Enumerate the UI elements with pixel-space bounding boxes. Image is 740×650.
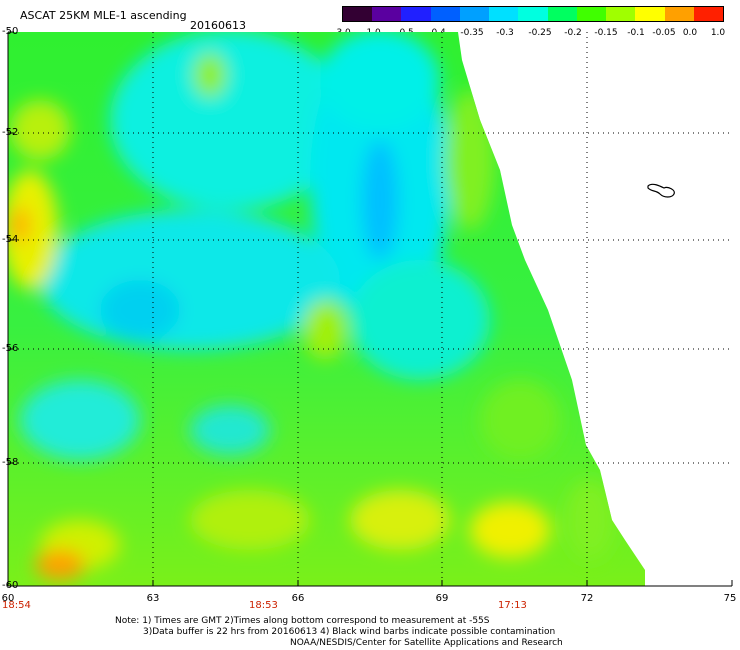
- lon-label: 66: [291, 593, 305, 604]
- lat-label: -52: [2, 127, 19, 138]
- colorbar-segment: [547, 7, 577, 21]
- product-title: ASCAT 25KM MLE-1 ascending: [20, 9, 187, 22]
- colorbar-label: -0.3: [496, 28, 514, 38]
- colorbar-label: 0.0: [682, 28, 698, 38]
- lon-label: 60: [1, 593, 15, 604]
- graticule: [8, 32, 732, 586]
- note-line-3: NOAA/NESDIS/Center for Satellite Applica…: [290, 638, 563, 648]
- colorbar-label: -0.2: [564, 28, 582, 38]
- time-label: 18:53: [249, 600, 278, 611]
- lon-label: 69: [435, 593, 449, 604]
- lon-label: 75: [723, 593, 737, 604]
- colorbar-label: -0.25: [528, 28, 552, 38]
- time-label: 17:13: [498, 600, 527, 611]
- island-outline: [647, 183, 675, 198]
- time-label: 18:54: [2, 600, 31, 611]
- colorbar-segment: [576, 7, 607, 21]
- note-line-1: Note: 1) Times are GMT 2)Times along bot…: [115, 616, 490, 626]
- colorbar-segment: [401, 7, 431, 21]
- colorbar-segment: [606, 7, 636, 21]
- colorbar-segment: [635, 7, 665, 21]
- colorbar-label: -0.05: [652, 28, 676, 38]
- colorbar-segment: [693, 7, 724, 21]
- axis-ticks: [7, 31, 733, 587]
- lon-label: 63: [146, 593, 160, 604]
- colorbar-segment: [459, 7, 490, 21]
- colorbar-segment: [372, 7, 402, 21]
- lat-label: -50: [2, 26, 19, 37]
- colorbar-segment: [430, 7, 460, 21]
- lat-label: -54: [2, 234, 19, 245]
- colorbar-label: -0.15: [594, 28, 618, 38]
- product-date: 20160613: [190, 19, 246, 32]
- colorbar-label: 1.0: [710, 28, 726, 38]
- lon-label: 72: [580, 593, 594, 604]
- note-line-2: 3)Data buffer is 22 hrs from 20160613 4)…: [143, 627, 556, 637]
- colorbar-segment: [489, 7, 519, 21]
- colorbar-segment: [518, 7, 548, 21]
- colorbar-segment: [343, 7, 373, 21]
- colorbar-label: -0.35: [460, 28, 484, 38]
- lat-label: -56: [2, 343, 19, 354]
- lat-label: -58: [2, 457, 19, 468]
- colorbar-segment: [664, 7, 694, 21]
- colorbar: [342, 6, 724, 22]
- colorbar-label: -0.1: [627, 28, 645, 38]
- lat-label: -60: [2, 580, 19, 591]
